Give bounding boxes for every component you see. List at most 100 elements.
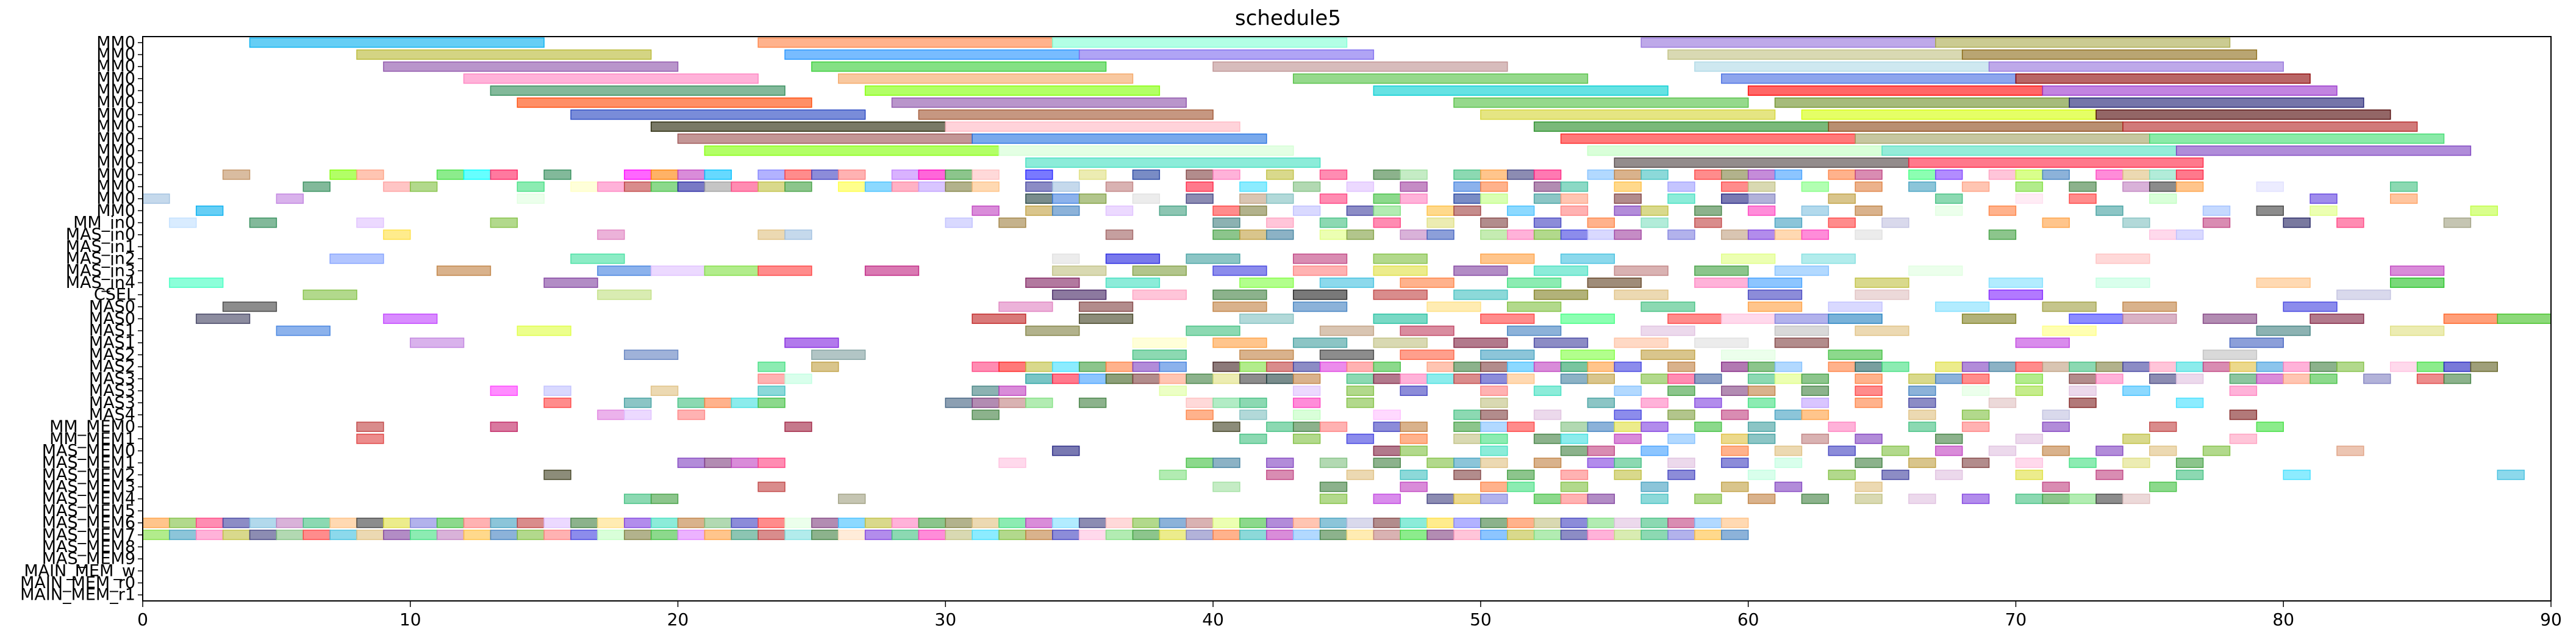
gantt-bar — [1239, 373, 1267, 384]
gantt-bar — [2015, 181, 2044, 192]
gantt-bar — [1292, 301, 1348, 312]
gantt-bar — [1507, 373, 1535, 384]
x-tick-label: 80 — [2272, 609, 2294, 630]
x-tick-label: 70 — [2005, 609, 2027, 630]
y-axis: MM0MM0MM0MM0MM0MM0MM0MM0MM0MM0MM0MM0MM0M… — [20, 33, 143, 605]
gantt-bar — [1453, 517, 1481, 528]
gantt-bar — [1961, 458, 1990, 469]
gantt-bar — [1694, 61, 1990, 72]
gantt-bar — [1774, 217, 1803, 228]
gantt-bar — [2122, 494, 2150, 505]
gantt-bar — [1105, 181, 1134, 192]
gantt-bar — [1801, 386, 1830, 397]
gantt-bar — [1587, 217, 1615, 228]
gantt-bar — [1908, 181, 1936, 192]
y-tick-label: MAIN_MEM_r1 — [20, 586, 135, 605]
gantt-bar — [2122, 314, 2177, 324]
gantt-bar — [1721, 314, 1776, 324]
gantt-bar — [1935, 37, 2231, 48]
gantt-bar — [1212, 458, 1240, 469]
gantt-bar — [1855, 205, 1883, 216]
gantt-bar — [1694, 494, 1722, 505]
gantt-bar — [704, 169, 732, 180]
gantt-bar — [1239, 193, 1267, 204]
gantt-bar — [1747, 229, 1776, 240]
gantt-bar — [2042, 409, 2070, 420]
gantt-bar — [1400, 469, 1428, 480]
gantt-bar — [2149, 169, 2177, 180]
gantt-bar — [838, 517, 866, 528]
gantt-bar — [1587, 530, 1615, 541]
gantt-bar — [383, 517, 411, 528]
gantt-bar — [1961, 314, 2017, 324]
x-tick-label: 20 — [667, 609, 689, 630]
gantt-bar — [1533, 458, 1562, 469]
gantt-bar — [2015, 337, 2070, 348]
y-tick-label: MM0 — [96, 178, 135, 196]
gantt-bar — [1801, 373, 1830, 384]
gantt-bar — [1533, 217, 1562, 228]
gantt-bar — [1453, 458, 1481, 469]
gantt-bar — [1667, 314, 1722, 324]
gantt-bar — [2256, 422, 2284, 433]
gantt-bar — [757, 397, 785, 408]
gantt-bar — [1881, 445, 1909, 456]
gantt-bar — [2149, 481, 2177, 492]
gantt-bar — [1132, 373, 1161, 384]
x-tick-label: 30 — [935, 609, 957, 630]
y-tick-label: MAS_MEM8 — [42, 537, 135, 556]
gantt-bar — [1855, 397, 1883, 408]
gantt-bar — [1533, 409, 1562, 420]
gantt-bar — [838, 494, 866, 505]
gantt-bar — [1426, 301, 1481, 312]
gantt-bar — [971, 517, 1000, 528]
gantt-bar — [1908, 397, 1936, 408]
gantt-bar — [1560, 314, 1615, 324]
gantt-bar — [2015, 469, 2044, 480]
gantt-bar — [1507, 469, 1535, 480]
y-tick-label: MAS_MEM0 — [42, 441, 135, 460]
gantt-bar — [1266, 458, 1294, 469]
gantt-bar — [757, 361, 785, 372]
gantt-bar — [329, 169, 357, 180]
gantt-bar — [1694, 265, 1749, 276]
gantt-bar — [2149, 373, 2177, 384]
gantt-bar — [2069, 373, 2097, 384]
gantt-bar — [757, 373, 785, 384]
gantt-bar — [1747, 373, 1776, 384]
gantt-bar — [543, 278, 598, 288]
gantt-bar — [1667, 409, 1695, 420]
y-tick-label: MM0 — [96, 93, 135, 112]
gantt-bar — [1453, 337, 1508, 348]
gantt-bar — [543, 386, 571, 397]
gantt-bar — [1319, 217, 1348, 228]
gantt-bar — [1212, 229, 1240, 240]
gantt-bar — [2069, 397, 2097, 408]
gantt-bar — [998, 458, 1026, 469]
gantt-bar — [436, 517, 465, 528]
gantt-bar — [998, 386, 1026, 397]
y-tick-label: MM0 — [96, 33, 135, 52]
gantt-bar — [838, 530, 866, 541]
gantt-bar — [1640, 169, 1669, 180]
gantt-bar — [1640, 373, 1669, 384]
x-tick-label: 10 — [399, 609, 421, 630]
gantt-bar — [1747, 422, 1776, 433]
gantt-bar — [1533, 121, 1830, 132]
gantt-bar — [2256, 361, 2284, 372]
gantt-bar — [1774, 314, 1830, 324]
gantt-bar — [1908, 373, 1936, 384]
gantt-bar — [1025, 397, 1053, 408]
gantt-bar — [1239, 361, 1267, 372]
gantt-bar — [1319, 325, 1375, 336]
gantt-bar — [2015, 458, 2044, 469]
gantt-bar — [1961, 361, 1990, 372]
gantt-bar — [1480, 350, 1535, 360]
gantt-bar — [2122, 169, 2150, 180]
gantt-bar — [1373, 85, 1669, 96]
gantt-bar — [1801, 409, 1830, 420]
gantt-bar — [1855, 481, 1883, 492]
gantt-bar — [570, 109, 866, 120]
gantt-bar — [2095, 445, 2123, 456]
gantt-bar — [1507, 205, 1535, 216]
